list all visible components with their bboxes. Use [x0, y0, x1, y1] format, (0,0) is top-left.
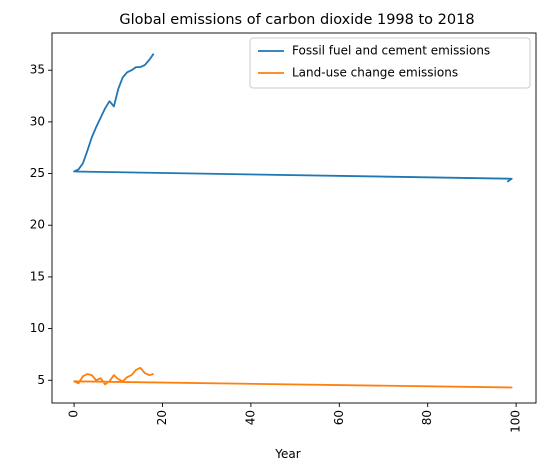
y-tick-label: 15 — [30, 269, 45, 283]
legend: Fossil fuel and cement emissions Land-use… — [250, 38, 530, 88]
x-tick-label: 100 — [509, 410, 523, 433]
chart-title: Global emissions of carbon dioxide 1998 … — [119, 12, 474, 28]
series-line-2 — [74, 368, 512, 388]
x-tick-label: 60 — [332, 410, 346, 425]
y-tick-label: 20 — [30, 218, 45, 232]
plot-area — [74, 54, 512, 388]
y-tick-label: 25 — [30, 166, 45, 180]
legend-label-1: Fossil fuel and cement emissions — [292, 44, 490, 58]
x-tick-label: 80 — [420, 410, 434, 425]
y-tick-label: 10 — [30, 321, 45, 335]
y-tick-label: 35 — [30, 63, 45, 77]
y-tick-label: 30 — [30, 114, 45, 128]
x-tick-label: 40 — [243, 410, 257, 425]
x-axis-label: Year — [274, 447, 300, 461]
x-tick-label: 20 — [155, 410, 169, 425]
x-tick-label: 0 — [67, 410, 81, 418]
legend-label-2: Land-use change emissions — [292, 66, 458, 80]
y-tick-label: 5 — [37, 373, 45, 387]
axes: 0 20 40 60 80 100 5 10 15 20 25 30 35 — [30, 33, 536, 433]
